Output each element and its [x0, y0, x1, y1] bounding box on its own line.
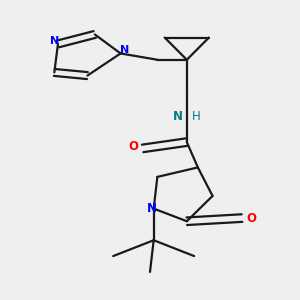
Text: N: N — [120, 45, 129, 55]
Text: O: O — [246, 212, 256, 225]
Text: N: N — [172, 110, 183, 123]
Text: O: O — [128, 140, 138, 153]
Text: H: H — [192, 110, 200, 123]
Text: N: N — [147, 202, 157, 215]
Text: N: N — [50, 36, 59, 46]
